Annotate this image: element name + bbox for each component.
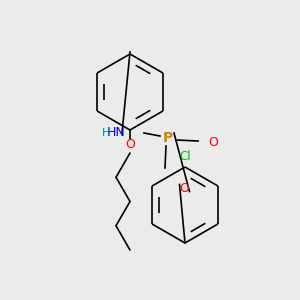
Text: Cl: Cl <box>179 150 191 163</box>
Text: O: O <box>208 136 218 149</box>
Text: P: P <box>163 131 173 145</box>
Text: O: O <box>180 182 189 195</box>
Text: H: H <box>102 128 110 138</box>
Text: O: O <box>125 139 135 152</box>
Text: HN: HN <box>107 127 126 140</box>
